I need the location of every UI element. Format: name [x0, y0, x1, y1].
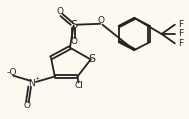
Text: O: O	[56, 7, 64, 16]
Text: F: F	[179, 30, 184, 39]
Text: N: N	[28, 79, 35, 88]
Text: +: +	[34, 76, 39, 81]
Text: S: S	[70, 20, 77, 30]
Text: O: O	[70, 37, 77, 46]
Text: O: O	[24, 101, 31, 110]
Text: Cl: Cl	[75, 81, 84, 90]
Text: F: F	[179, 20, 184, 29]
Text: F: F	[179, 39, 184, 48]
Text: S: S	[88, 55, 95, 64]
Text: -O: -O	[6, 68, 17, 77]
Text: O: O	[98, 16, 105, 25]
